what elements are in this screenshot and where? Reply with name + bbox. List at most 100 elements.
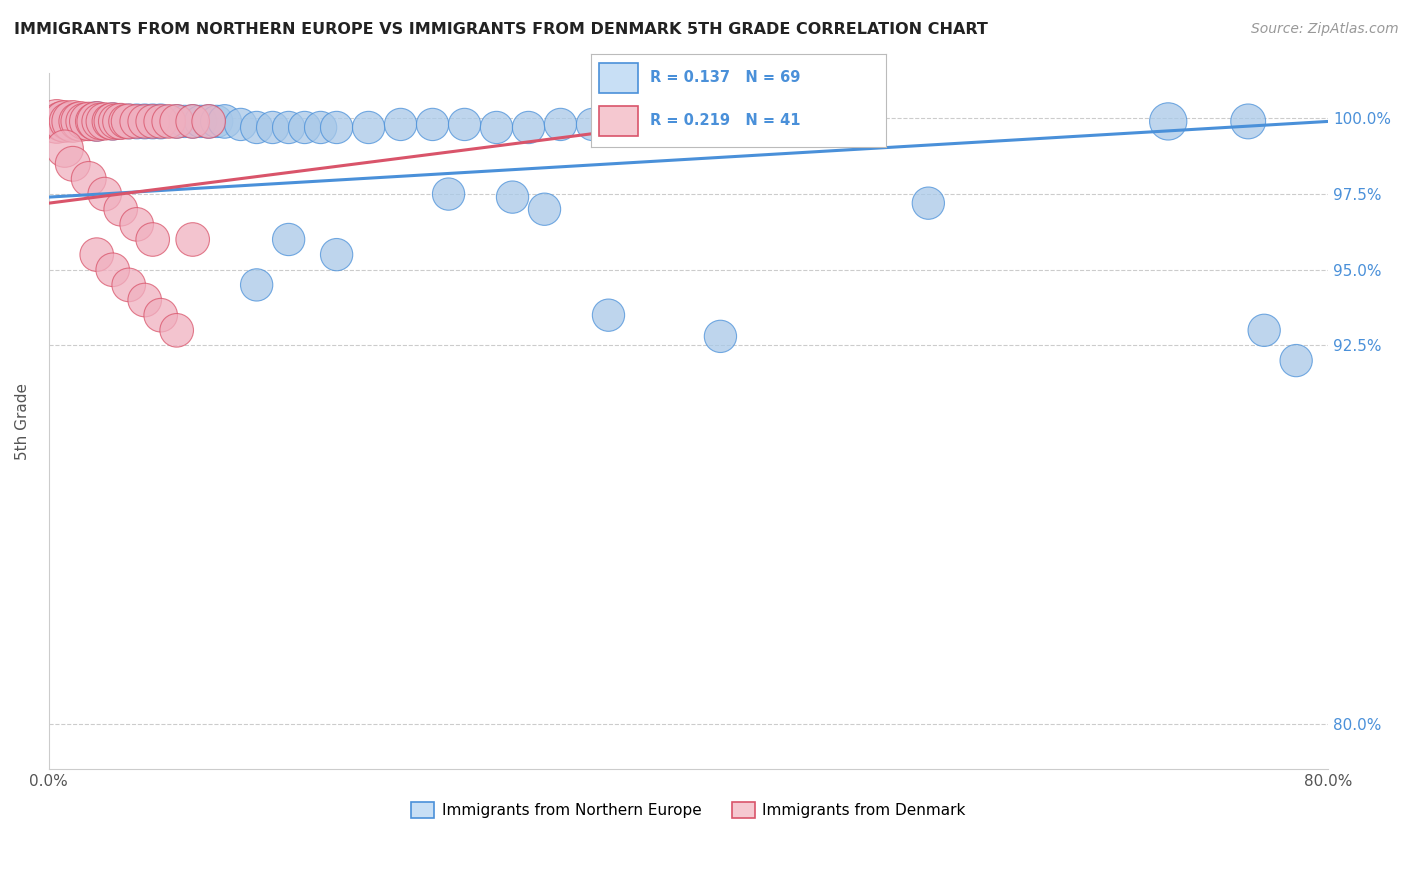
Point xyxy=(437,187,460,202)
Point xyxy=(146,114,169,128)
Point xyxy=(53,114,76,128)
Bar xyxy=(599,106,638,136)
Point xyxy=(53,114,76,128)
Point xyxy=(118,114,141,128)
Point xyxy=(422,118,444,132)
Point xyxy=(80,114,103,128)
Point xyxy=(173,114,195,128)
Point xyxy=(181,114,204,128)
Point xyxy=(53,142,76,156)
Point xyxy=(86,247,108,261)
Point xyxy=(77,114,100,128)
Point xyxy=(645,120,668,135)
Point xyxy=(197,114,219,128)
Point xyxy=(1285,353,1308,368)
Point xyxy=(246,277,269,292)
Point xyxy=(66,114,89,128)
Point xyxy=(325,247,347,261)
Point xyxy=(181,114,204,128)
Point xyxy=(214,114,236,128)
Point xyxy=(205,114,228,128)
Point xyxy=(104,114,127,128)
Point xyxy=(613,120,636,135)
Point xyxy=(73,114,96,128)
Text: IMMIGRANTS FROM NORTHERN EUROPE VS IMMIGRANTS FROM DENMARK 5TH GRADE CORRELATION: IMMIGRANTS FROM NORTHERN EUROPE VS IMMIG… xyxy=(14,22,988,37)
Point xyxy=(134,293,156,307)
Point xyxy=(101,114,124,128)
Point xyxy=(118,277,141,292)
Point xyxy=(62,157,84,171)
Point xyxy=(197,114,219,128)
Point xyxy=(86,114,108,128)
Point xyxy=(149,308,172,322)
Point xyxy=(533,202,555,217)
Text: R = 0.219   N = 41: R = 0.219 N = 41 xyxy=(650,113,800,128)
Point xyxy=(157,114,180,128)
Point xyxy=(69,114,91,128)
Point xyxy=(110,114,132,128)
Point xyxy=(69,114,91,128)
Point xyxy=(277,120,299,135)
Point xyxy=(101,262,124,277)
Point xyxy=(125,218,148,232)
Point xyxy=(62,114,84,128)
Point xyxy=(581,118,603,132)
Point xyxy=(149,114,172,128)
Point xyxy=(142,114,165,128)
Point xyxy=(517,120,540,135)
Point xyxy=(598,308,620,322)
Point xyxy=(62,114,84,128)
Point xyxy=(56,114,79,128)
Point xyxy=(131,114,153,128)
Text: Source: ZipAtlas.com: Source: ZipAtlas.com xyxy=(1251,22,1399,37)
Point xyxy=(114,114,136,128)
Point xyxy=(114,114,136,128)
Point xyxy=(90,114,112,128)
Point xyxy=(142,114,165,128)
Point xyxy=(1157,114,1180,128)
Point xyxy=(229,118,252,132)
Point xyxy=(134,114,156,128)
Point xyxy=(246,120,269,135)
Point xyxy=(166,114,188,128)
Point xyxy=(709,329,731,343)
Point xyxy=(110,114,132,128)
Point xyxy=(550,118,572,132)
Point xyxy=(142,232,165,246)
Point xyxy=(77,114,100,128)
Point xyxy=(502,190,524,204)
Point xyxy=(89,114,111,128)
Point xyxy=(110,202,132,217)
Point xyxy=(1237,114,1260,128)
Point xyxy=(77,114,100,128)
Point xyxy=(262,120,284,135)
Point xyxy=(134,114,156,128)
Point xyxy=(86,114,108,128)
Point xyxy=(56,114,79,128)
Point xyxy=(98,114,121,128)
Point xyxy=(101,114,124,128)
Point xyxy=(157,114,180,128)
Point xyxy=(190,114,212,128)
Point xyxy=(104,114,127,128)
Point xyxy=(357,120,380,135)
Point xyxy=(101,114,124,128)
Bar xyxy=(599,63,638,93)
Point xyxy=(125,114,148,128)
Point xyxy=(45,114,67,128)
Point xyxy=(93,114,115,128)
Point xyxy=(453,118,475,132)
Point xyxy=(136,114,159,128)
Point xyxy=(181,232,204,246)
Point xyxy=(917,196,939,211)
Point xyxy=(93,187,115,202)
Y-axis label: 5th Grade: 5th Grade xyxy=(15,383,30,459)
Text: R = 0.137   N = 69: R = 0.137 N = 69 xyxy=(650,70,800,86)
Point xyxy=(149,114,172,128)
Point xyxy=(485,120,508,135)
Point xyxy=(325,120,347,135)
Point xyxy=(125,114,148,128)
Point xyxy=(73,114,96,128)
Point xyxy=(389,118,412,132)
Point xyxy=(77,172,100,186)
